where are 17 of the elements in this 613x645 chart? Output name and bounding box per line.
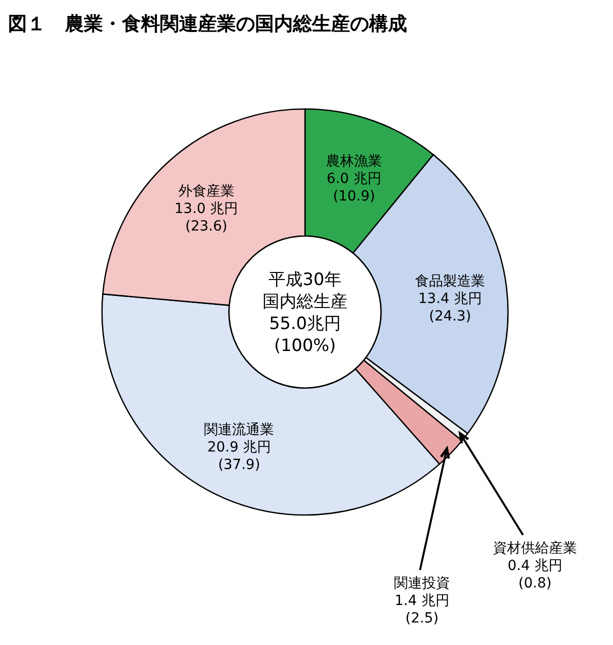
data-label: 1.4 兆円 (2.5)	[394, 592, 450, 626]
slice-label: 食品製造業	[415, 274, 486, 290]
data-label: 0.4 兆円 (0.8)	[508, 558, 562, 592]
slice-label: 農林漁業	[326, 154, 382, 170]
chart-title: 図１ 農業・食料関連産業の国内総生産の構成	[8, 13, 407, 35]
text: 平成30年	[268, 270, 342, 290]
data-label: 20.9 兆円 (37.9)	[207, 439, 271, 473]
text: (100%)	[274, 336, 336, 356]
slice-label: 資材供給産業	[493, 540, 577, 556]
slice-label: 関連流通業	[204, 422, 274, 438]
data-label: 6.0 兆円 (10.9)	[326, 171, 382, 205]
slice-label: 関連投資	[394, 575, 450, 592]
text: 55.0兆円	[269, 314, 341, 334]
text: 国内総生産	[262, 292, 348, 312]
data-label: 13.4 兆円 (24.3)	[418, 291, 482, 325]
data-label: 13.0 兆円 (23.6)	[174, 201, 238, 235]
slice-label: 外食産業	[178, 184, 234, 200]
